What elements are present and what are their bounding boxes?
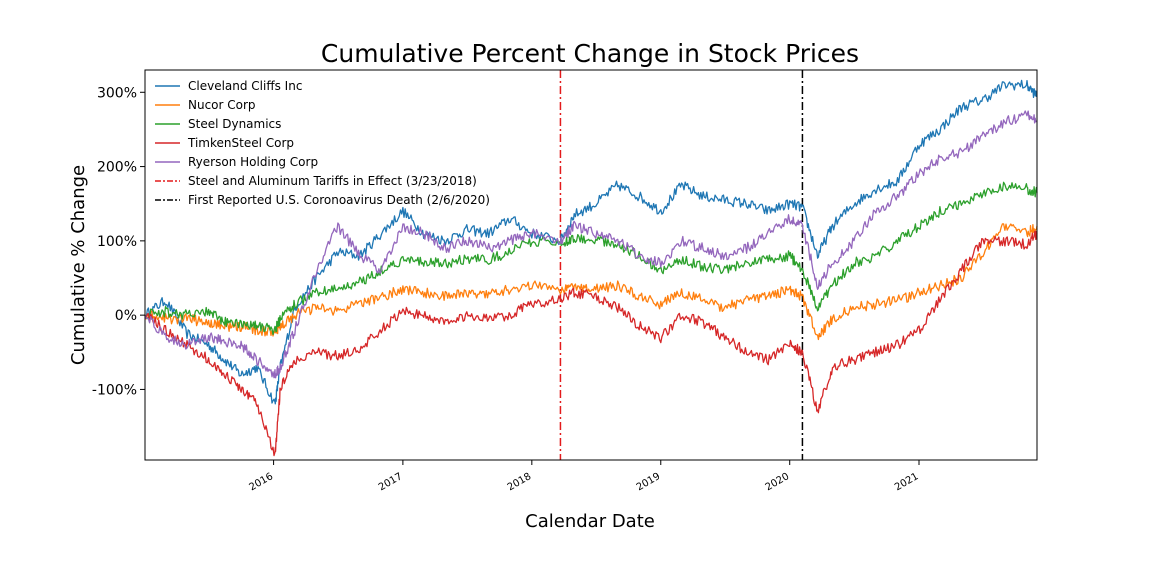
legend: Cleveland Cliffs Inc Nucor Corp Steel Dyna… [155, 79, 490, 207]
y-tick-label: 0% [115, 308, 137, 324]
y-tick-label: -100% [92, 382, 137, 398]
x-tick-label: 2021 [893, 471, 921, 493]
series-line-nucor-corp [144, 223, 1038, 341]
legend-label-timkensteel-corp: TimkenSteel Corp [187, 136, 294, 150]
x-tick-label: 2018 [506, 471, 534, 493]
y-axis-label: Cumulative % Change [68, 165, 89, 365]
legend-label-cleveland-cliffs-inc: Cleveland Cliffs Inc [188, 79, 302, 93]
legend-label-steel-dynamics: Steel Dynamics [188, 117, 281, 131]
x-tick-label: 2020 [764, 471, 792, 493]
x-axis-label: Calendar Date [525, 511, 655, 532]
legend-label-first-reported-u-s-coronoavirus-death-2-: First Reported U.S. Coronoavirus Death (… [188, 193, 490, 207]
legend-label-ryerson-holding-corp: Ryerson Holding Corp [188, 155, 318, 169]
plot-frame [144, 69, 1038, 461]
series-line-ryerson-holding-corp [144, 110, 1038, 379]
x-tick-label: 2017 [377, 471, 405, 493]
series-line-timkensteel-corp [144, 230, 1038, 457]
chart-title: Cumulative Percent Change in Stock Price… [321, 39, 859, 68]
x-axis: 2016 2017 2018 2019 2020 2021 [248, 460, 921, 493]
y-axis: -100% 0% 100% 200% 300% [92, 85, 145, 398]
legend-label-steel-and-aluminum-tariffs-in-effect-3-2: Steel and Aluminum Tariffs in Effect (3/… [188, 174, 477, 188]
series-line-cleveland-cliffs-inc [144, 79, 1038, 405]
y-tick-label: 100% [97, 234, 137, 250]
series-line-steel-dynamics [144, 181, 1038, 336]
y-tick-label: 200% [97, 160, 137, 176]
y-tick-label: 300% [97, 85, 137, 101]
plot-area [144, 70, 1038, 460]
legend-label-nucor-corp: Nucor Corp [188, 98, 256, 112]
x-tick-label: 2016 [248, 471, 276, 493]
x-tick-label: 2019 [635, 471, 663, 493]
